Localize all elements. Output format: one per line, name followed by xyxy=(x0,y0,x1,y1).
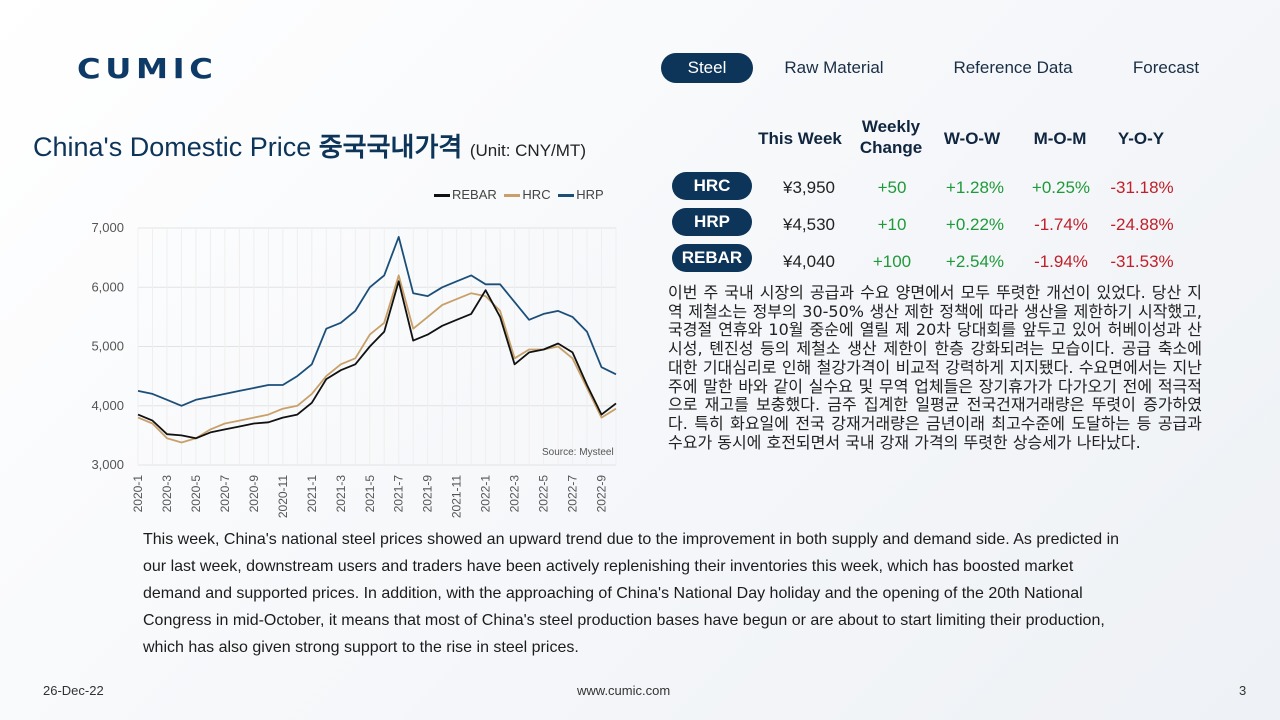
y-tick-label: 7,000 xyxy=(91,220,124,235)
footer-url[interactable]: www.cumic.com xyxy=(577,683,671,698)
title-korean: 중국국내가격 xyxy=(318,133,463,163)
x-tick-label: 2021-7 xyxy=(392,475,406,513)
series-line-hrc xyxy=(137,274,617,444)
x-tick-label: 2021-11 xyxy=(450,475,464,518)
x-tick-label: 2022-3 xyxy=(508,475,522,513)
cell-rebar-price: ¥4,040 xyxy=(783,252,835,271)
cell-rebar-mom: -1.94% xyxy=(1034,252,1088,271)
row-label-rebar: REBAR xyxy=(672,244,752,272)
cell-hrp-yoy: -24.88% xyxy=(1110,215,1174,234)
x-tick-label: 2021-3 xyxy=(334,475,348,513)
chart-legend: REBAR HRC HRP xyxy=(430,187,604,202)
cell-hrc-wow: +1.28% xyxy=(945,178,1005,197)
cell-hrc-price: ¥3,950 xyxy=(783,178,835,197)
y-tick-label: 5,000 xyxy=(91,339,124,354)
cumic-logo: CUMIC xyxy=(77,52,218,85)
footer-date: 26-Dec-22 xyxy=(43,683,104,698)
row-label-hrp: HRP xyxy=(672,208,752,236)
cell-hrc-mom: +0.25% xyxy=(1031,178,1091,197)
cell-rebar-wow: +2.54% xyxy=(945,252,1005,271)
cell-hrc-yoy: -31.18% xyxy=(1110,178,1174,197)
nav-tab-raw-material[interactable]: Raw Material xyxy=(784,58,884,77)
english-commentary: This week, China's national steel prices… xyxy=(143,531,1120,656)
header-yoy: Y-O-Y xyxy=(1117,129,1165,148)
series-line-rebar xyxy=(137,280,617,440)
header-this-week: This Week xyxy=(758,129,842,148)
x-tick-label: 2020-7 xyxy=(218,475,232,513)
cell-hrc-change: +50 xyxy=(877,178,907,197)
legend-rebar: REBAR xyxy=(434,187,497,202)
cell-hrp-mom: -1.74% xyxy=(1034,215,1088,234)
x-tick-label: 2022-7 xyxy=(566,475,580,513)
x-tick-label: 2021-9 xyxy=(421,475,435,513)
row-label-hrc: HRC xyxy=(672,172,752,200)
x-tick-label: 2021-5 xyxy=(363,475,377,513)
cell-hrp-change: +10 xyxy=(877,215,907,234)
title-unit: (Unit: CNY/MT) xyxy=(469,141,586,160)
x-tick-label: 2020-9 xyxy=(247,475,261,513)
nav-tab-reference-data[interactable]: Reference Data xyxy=(953,58,1073,77)
nav-tab-forecast[interactable]: Forecast xyxy=(1132,58,1200,77)
y-tick-label: 6,000 xyxy=(91,279,124,294)
cell-rebar-change: +100 xyxy=(872,252,912,271)
chart-source: Source: Mysteel xyxy=(542,447,614,458)
legend-hrc: HRC xyxy=(504,187,551,202)
x-tick-label: 2022-5 xyxy=(537,475,551,513)
title-english: China's Domestic Price xyxy=(33,132,312,162)
cell-rebar-yoy: -31.53% xyxy=(1110,252,1174,271)
x-tick-label: 2021-1 xyxy=(305,475,319,513)
cell-hrp-price: ¥4,530 xyxy=(783,215,835,234)
nav-tab-steel[interactable]: Steel xyxy=(661,53,753,83)
x-tick-label: 2020-3 xyxy=(160,475,174,513)
x-tick-label: 2022-1 xyxy=(479,475,493,513)
page-title: China's Domestic Price 중국국내가격 (Unit: CNY… xyxy=(33,127,586,164)
x-tick-label: 2020-11 xyxy=(276,475,290,518)
y-tick-label: 3,000 xyxy=(91,457,124,472)
x-tick-label: 2020-5 xyxy=(189,475,203,513)
footer-page-number: 3 xyxy=(1239,683,1247,698)
legend-hrp: HRP xyxy=(558,187,604,202)
header-wow: W-O-W xyxy=(943,129,1001,148)
korean-commentary: 이번 주 국내 시장의 공급과 수요 양면에서 모두 뚜렷한 개선이 있었다. … xyxy=(668,283,1202,452)
y-tick-label: 4,000 xyxy=(91,398,124,413)
x-tick-label: 2022-9 xyxy=(595,475,609,513)
cell-hrp-wow: +0.22% xyxy=(945,215,1005,234)
header-weekly-change: Weekly Change xyxy=(859,117,923,157)
price-line-chart: 7,000 6,000 5,000 4,000 3,000 2020-1 2020-3 202… xyxy=(91,220,617,518)
series-line-hrp xyxy=(137,236,617,407)
x-tick-label: 2020-1 xyxy=(131,475,145,513)
header-mom: M-O-M xyxy=(1033,129,1087,148)
